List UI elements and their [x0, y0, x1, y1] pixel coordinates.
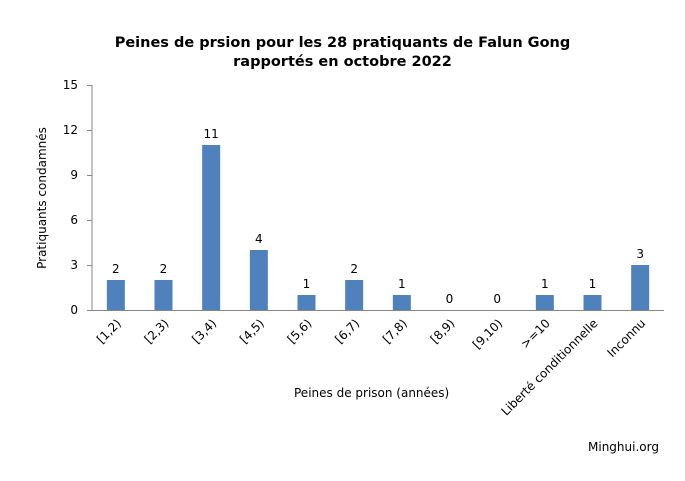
data-label: 2 [112, 262, 120, 276]
bar [392, 295, 411, 310]
x-tick-label: [8,9) [428, 316, 458, 346]
chart-title-line-1: Peines de prsion pour les 28 pratiquants… [114, 35, 571, 51]
data-label: 2 [350, 262, 358, 276]
x-tick-label: Liberté conditionnelle [499, 316, 601, 418]
bar [535, 295, 554, 310]
data-label: 1 [398, 277, 406, 291]
x-tick-label: [5,6) [285, 316, 315, 346]
x-tick-label: [6,7) [332, 316, 362, 346]
data-label: 0 [493, 292, 501, 306]
data-label: 1 [541, 277, 549, 291]
y-tick-label: 0 [70, 303, 78, 317]
chart-title-line-2: rapportés en octobre 2022 [233, 54, 452, 70]
bar [154, 280, 173, 310]
bar [202, 145, 221, 310]
x-tick-label: Inconnu [605, 316, 649, 360]
x-tick-label: >=10 [518, 316, 553, 351]
x-tick-label: [3,4) [189, 316, 219, 346]
data-label: 1 [589, 277, 597, 291]
bar [106, 280, 125, 310]
y-tick-label: 15 [63, 78, 78, 92]
data-label: 11 [204, 127, 219, 141]
y-tick-label: 9 [70, 168, 78, 182]
bar [631, 265, 650, 310]
y-tick-label: 12 [63, 123, 78, 137]
x-tick-label: [2,3) [142, 316, 172, 346]
bar [583, 295, 602, 310]
source-credit: Minghui.org [588, 440, 659, 454]
x-tick-label: [4,5) [237, 316, 267, 346]
y-tick-label: 3 [70, 258, 78, 272]
data-label: 2 [160, 262, 168, 276]
bar [345, 280, 364, 310]
chart-title: Peines de prsion pour les 28 pratiquants… [0, 34, 685, 72]
data-label: 3 [636, 247, 644, 261]
bar [297, 295, 316, 310]
x-tick-label: [7,8) [380, 316, 410, 346]
data-label: 1 [303, 277, 311, 291]
bar [249, 250, 268, 310]
data-label: 4 [255, 232, 263, 246]
data-label: 0 [446, 292, 454, 306]
x-axis-label: Peines de prison (années) [294, 386, 450, 400]
x-tick-label: [9,10) [470, 316, 505, 351]
x-tick-label: [1,2) [94, 316, 124, 346]
y-tick-label: 6 [70, 213, 78, 227]
